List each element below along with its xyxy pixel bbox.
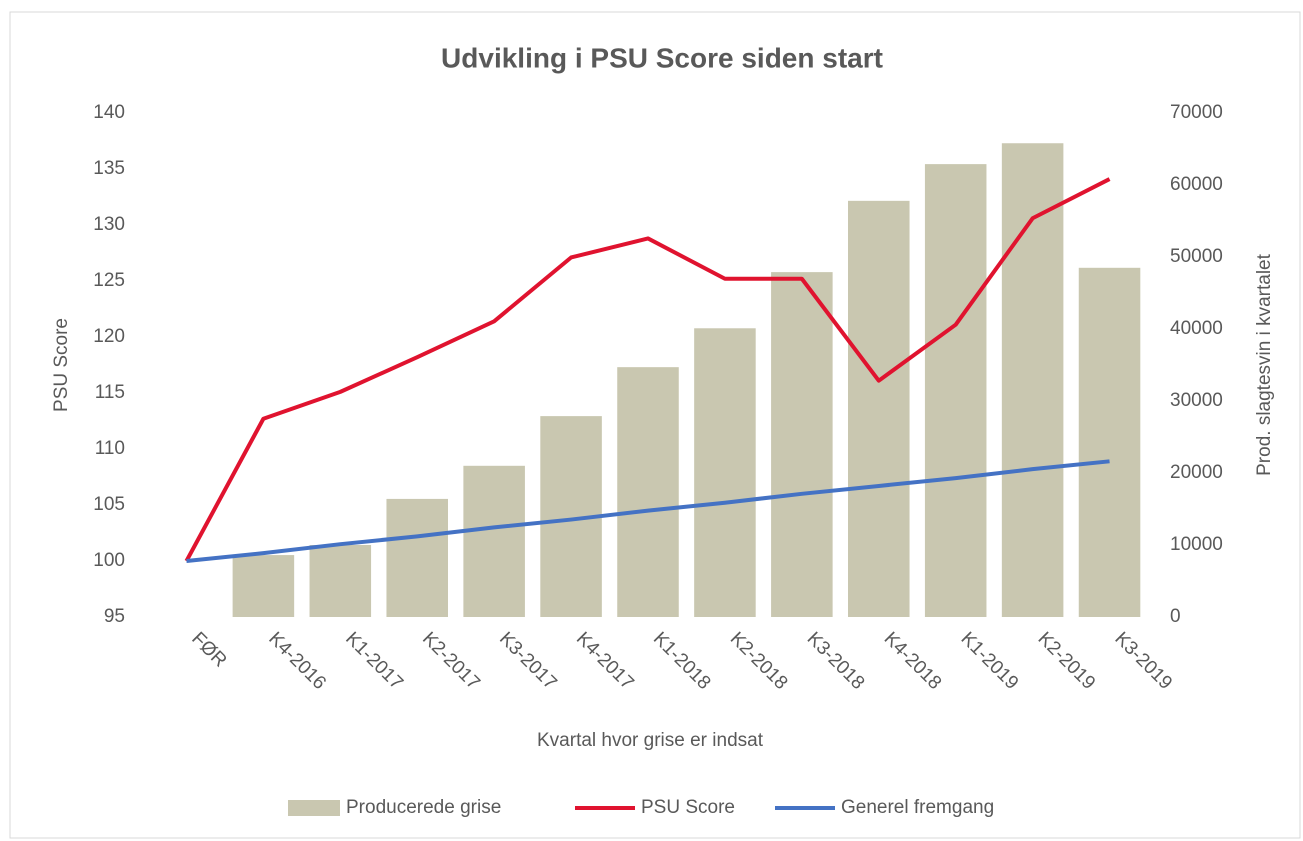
bar [1001, 143, 1064, 618]
y-tick-label: 95 [104, 606, 125, 627]
y-tick-label: 100 [93, 550, 125, 571]
x-axis-label: Kvartal hvor grise er indsat [537, 730, 764, 751]
bar [232, 555, 295, 617]
y2-tick-label: 30000 [1170, 390, 1223, 411]
line [184, 177, 1111, 562]
legend-label: PSU Score [641, 797, 735, 818]
y-tick-label: 135 [93, 158, 125, 179]
y-tick-label: 110 [95, 438, 125, 459]
line [186, 459, 1110, 563]
bar [848, 200, 910, 617]
y2-tick-label: 10000 [1170, 534, 1223, 555]
legend-swatch [288, 800, 340, 816]
y2-axis-label: Prod. slagtesvin i kvartalet [1254, 253, 1275, 475]
y2-tick-label: 20000 [1170, 462, 1223, 483]
y-tick-label: 130 [93, 214, 125, 235]
legend-label: Producerede grise [346, 797, 501, 818]
y-tick-label: 125 [93, 270, 125, 291]
bar [463, 465, 525, 617]
y2-tick-label: 40000 [1170, 318, 1223, 339]
y-tick-label: 140 [93, 102, 125, 123]
bar [617, 367, 679, 617]
bar [1078, 267, 1141, 617]
bar [694, 328, 756, 617]
bar [309, 545, 372, 617]
y-tick-label: 105 [93, 494, 125, 515]
y-tick-label: 115 [95, 382, 125, 403]
chart-title: Udvikling i PSU Score siden start [441, 42, 883, 73]
y-axis-label: PSU Score [51, 318, 72, 412]
bar [771, 272, 833, 617]
bar [924, 164, 987, 617]
y2-tick-label: 60000 [1170, 174, 1223, 195]
legend-label: Generel fremgang [841, 797, 994, 818]
y2-tick-label: 50000 [1170, 246, 1223, 267]
y-tick-label: 120 [93, 326, 125, 347]
y2-tick-label: 0 [1170, 606, 1181, 627]
y2-tick-label: 70000 [1170, 102, 1223, 123]
bar [386, 498, 448, 617]
